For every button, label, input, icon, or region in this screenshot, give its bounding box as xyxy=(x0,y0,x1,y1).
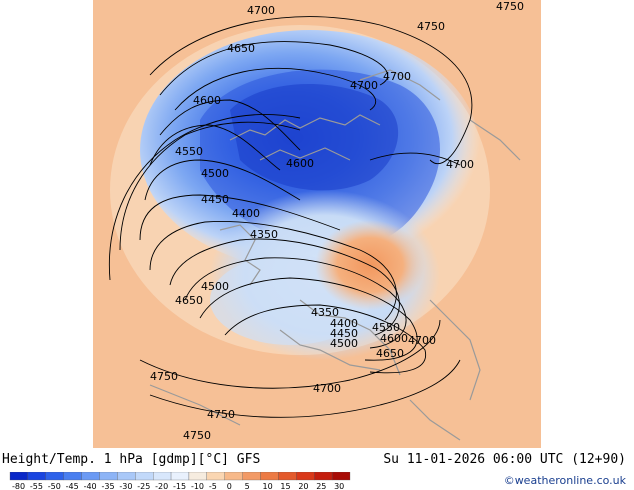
colorbar-tick-label: 5 xyxy=(245,482,250,490)
contour-label: 4550 xyxy=(175,145,203,158)
colorbar-tick-label: -5 xyxy=(209,482,217,490)
colorbar-tick-label: 30 xyxy=(334,482,344,490)
contour-label: 4450 xyxy=(201,193,229,206)
colorbar-swatch xyxy=(188,472,207,481)
colorbar-tick-label: -20 xyxy=(155,482,168,490)
contour-label: 4600 xyxy=(193,94,221,107)
coastlines xyxy=(149,69,521,441)
footer: Height/Temp. 1 hPa [gdmp][°C] GFS Su 11-… xyxy=(0,448,634,490)
contour-label: 4600 xyxy=(286,157,314,170)
colorbar-swatch xyxy=(170,472,190,481)
contour-label: 4400 xyxy=(330,317,358,330)
contour-label: 4750 xyxy=(417,20,445,33)
colorbar-swatch xyxy=(27,472,46,481)
contour-label: 4400 xyxy=(232,207,260,220)
height-contours xyxy=(108,16,473,418)
colorbar-tick-label: -80 xyxy=(12,482,25,490)
contour-label: 4700 xyxy=(313,382,341,395)
contour-label: 4750 xyxy=(496,0,524,13)
colorbar-swatch xyxy=(296,472,315,481)
contour-label: 4750 xyxy=(183,429,211,442)
colorbar-tick-label: -40 xyxy=(84,482,97,490)
colorbar-tick-label: -30 xyxy=(119,482,132,490)
colorbar-tick-label: 20 xyxy=(298,482,308,490)
colorbar-swatch xyxy=(153,472,172,481)
colorbar-swatch xyxy=(63,472,82,481)
colorbar-tick-label: -35 xyxy=(101,482,114,490)
site-credit: ©weatheronline.co.uk xyxy=(503,474,626,487)
colorbar-tick-label: 15 xyxy=(280,482,290,490)
contour-label: 4500 xyxy=(201,167,229,180)
contour-label: 4350 xyxy=(250,228,278,241)
colorbar-swatch xyxy=(278,472,297,481)
colorbar-tick-label: -45 xyxy=(66,482,79,490)
colorbar-swatch xyxy=(9,472,29,481)
weather-map: 4700 4750 4750 4650 4700 4700 4600 4550 … xyxy=(93,0,541,448)
colorbar-swatch xyxy=(314,472,333,481)
colorbar-tick-label: 10 xyxy=(263,482,273,490)
contour-label: 4550 xyxy=(372,321,400,334)
contour-label: 4750 xyxy=(150,370,178,383)
colorbar-swatch xyxy=(224,472,243,481)
colorbar-swatch xyxy=(242,472,261,481)
contour-label: 4700 xyxy=(383,70,411,83)
colorbar-swatch xyxy=(99,472,118,481)
colorbar-swatch xyxy=(206,472,225,481)
contour-label: 4700 xyxy=(446,158,474,171)
contour-label: 4500 xyxy=(330,337,358,350)
contour-label: 4350 xyxy=(311,306,339,319)
colorbar-swatch xyxy=(45,472,64,481)
colorbar-swatch xyxy=(331,472,351,481)
colorbar-swatch xyxy=(117,472,136,481)
valid-time: Su 11-01-2026 06:00 UTC (12+90) xyxy=(383,452,626,467)
contour-labels: 4700 4750 4750 4650 4700 4700 4600 4550 … xyxy=(150,0,524,442)
colorbar-tick-label: -50 xyxy=(48,482,61,490)
colorbar-tick-label: -55 xyxy=(30,482,43,490)
temperature-colorbar: -80 -55 -50 -45 -40 -35 -30 -25 -20 -15 -10 -5 0 5 10 1… xyxy=(9,472,351,490)
colorbar-swatch xyxy=(260,472,279,481)
colorbar-tick-label: -10 xyxy=(191,482,204,490)
colorbar-tick-label: -15 xyxy=(173,482,186,490)
contour-label: 4750 xyxy=(207,408,235,421)
colorbar-swatch xyxy=(81,472,100,481)
contour-label: 4700 xyxy=(408,334,436,347)
colorbar-tick-label: 25 xyxy=(316,482,326,490)
contour-label: 4450 xyxy=(330,327,358,340)
contour-label: 4650 xyxy=(227,42,255,55)
contour-label: 4700 xyxy=(350,79,378,92)
colorbar-swatch xyxy=(135,472,154,481)
contour-label: 4650 xyxy=(376,347,404,360)
colorbar-tick-label: -25 xyxy=(137,482,150,490)
contour-label: 4700 xyxy=(247,4,275,17)
contour-label: 4600 xyxy=(380,332,408,345)
colorbar-tick-label: 0 xyxy=(227,482,232,490)
contour-label: 4650 xyxy=(175,294,203,307)
contour-label: 4500 xyxy=(201,280,229,293)
map-title: Height/Temp. 1 hPa [gdmp][°C] GFS xyxy=(2,452,261,467)
